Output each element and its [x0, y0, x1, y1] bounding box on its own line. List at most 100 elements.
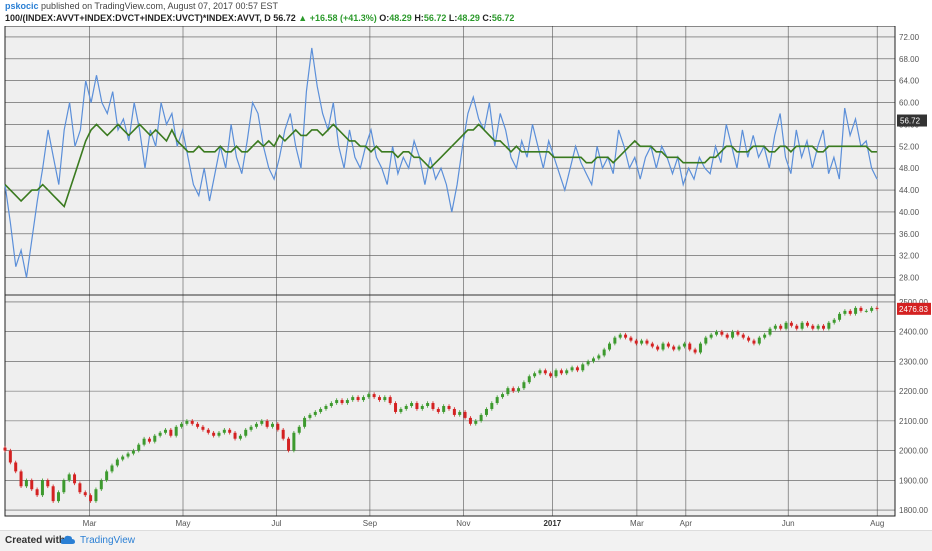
candle-body [329, 403, 333, 406]
candle-body [142, 438, 146, 445]
candle-body [656, 346, 660, 350]
candle-body [613, 337, 617, 344]
candle-body [490, 403, 494, 409]
candle-body [270, 423, 274, 427]
candle-body [196, 423, 200, 427]
candle-body [399, 408, 403, 412]
bottom-y-tick-label: 1900.00 [899, 476, 928, 485]
candle-body [190, 420, 194, 424]
tradingview-brand-link[interactable]: TradingView [80, 535, 136, 546]
chart-area[interactable]: 72.0068.0064.0060.0056.0052.0048.0044.00… [0, 26, 932, 530]
candle-body [784, 322, 788, 329]
candle-body [795, 325, 799, 329]
candle-body [335, 400, 339, 404]
author-username[interactable]: pskocic [5, 1, 39, 11]
plot-border [4, 26, 896, 517]
candle-body [394, 403, 398, 412]
candle-body [163, 429, 167, 433]
candle-body [854, 307, 858, 314]
candle-body [763, 334, 767, 338]
top-y-tick-label: 72.00 [899, 33, 920, 42]
top-y-tick-label: 28.00 [899, 274, 920, 283]
candle-body [773, 325, 777, 329]
top-y-tick-label: 36.00 [899, 230, 920, 239]
candle-body [875, 307, 879, 309]
candle-body [501, 394, 505, 398]
candle-body [624, 334, 628, 338]
candle-body [131, 450, 135, 454]
candle-body [645, 340, 649, 344]
candle-body [565, 370, 569, 374]
publish-text: published on TradingView.com, August 07,… [41, 1, 279, 11]
candle-body [415, 403, 419, 409]
x-tick-label: Jul [271, 519, 281, 528]
candle-body [420, 406, 424, 409]
candle-body [260, 420, 264, 424]
candle-body [40, 480, 44, 496]
candle-body [388, 397, 392, 404]
low-label: L: [448, 13, 458, 23]
candle-body [720, 331, 724, 335]
candle-body [276, 423, 280, 430]
candle-body [549, 373, 553, 377]
candle-body [99, 480, 103, 490]
candle-body [303, 417, 307, 427]
candle-body [672, 346, 676, 350]
candle-body [372, 394, 376, 398]
candle-body [688, 343, 692, 350]
x-tick-label: Sep [363, 519, 378, 528]
candle-body [838, 313, 842, 320]
candle-body [147, 438, 151, 442]
symbol-info: 100/(INDEX:AVVT+INDEX:DVCT+INDEX:UVCT)*I… [5, 13, 514, 23]
top-y-tick-label: 68.00 [899, 55, 920, 64]
candle-body [431, 403, 435, 409]
candle-body [843, 310, 847, 314]
candle-body [249, 426, 253, 430]
low-value: 48.29 [457, 13, 480, 23]
candle-body [789, 322, 793, 326]
last-price: 56.72 [273, 13, 296, 23]
candle-body [543, 370, 547, 374]
candle-body [629, 337, 633, 341]
candle-body [768, 328, 772, 335]
candle-body [634, 340, 638, 344]
green-average-line [4, 123, 877, 208]
candle-body [458, 411, 462, 415]
price-change: ▲ +16.58 (+41.3%) [298, 13, 377, 23]
candle-body [340, 400, 344, 404]
candle-body [474, 420, 478, 424]
x-tick-label: Aug [870, 519, 884, 528]
candle-body [281, 429, 285, 439]
x-tick-label: Nov [456, 519, 470, 528]
candle-body [351, 397, 355, 401]
candle-body [51, 486, 55, 502]
candle-body [383, 397, 387, 401]
candle-body [67, 474, 71, 481]
candle-body [559, 370, 563, 374]
candle-body [484, 408, 488, 415]
footer-bar: Created with TradingView [0, 530, 932, 551]
symbol-name[interactable]: 100/(INDEX:AVVT+INDEX:DVCT+INDEX:UVCT)*I… [5, 13, 271, 23]
candle-body [426, 403, 430, 406]
candle-body [62, 480, 66, 493]
candle-body [35, 489, 39, 496]
candle-body [581, 364, 585, 371]
created-with-label: Created with [5, 535, 66, 546]
candle-body [404, 406, 408, 409]
candle-body [14, 462, 18, 472]
top-y-tick-label: 64.00 [899, 77, 920, 86]
candle-body [575, 367, 579, 371]
bottom-y-tick-label: 2400.00 [899, 328, 928, 337]
top-y-tick-label: 48.00 [899, 164, 920, 173]
candle-body [864, 310, 868, 312]
candle-body [121, 456, 125, 460]
high-value: 56.72 [423, 13, 447, 23]
candle-body [463, 411, 467, 418]
candle-body [533, 373, 537, 377]
last-value-tag [897, 114, 927, 127]
candle-body [527, 376, 531, 383]
candle-body [83, 492, 87, 496]
candle-body [185, 420, 189, 424]
candle-body [859, 307, 863, 311]
x-tick-label: Jun [782, 519, 795, 528]
